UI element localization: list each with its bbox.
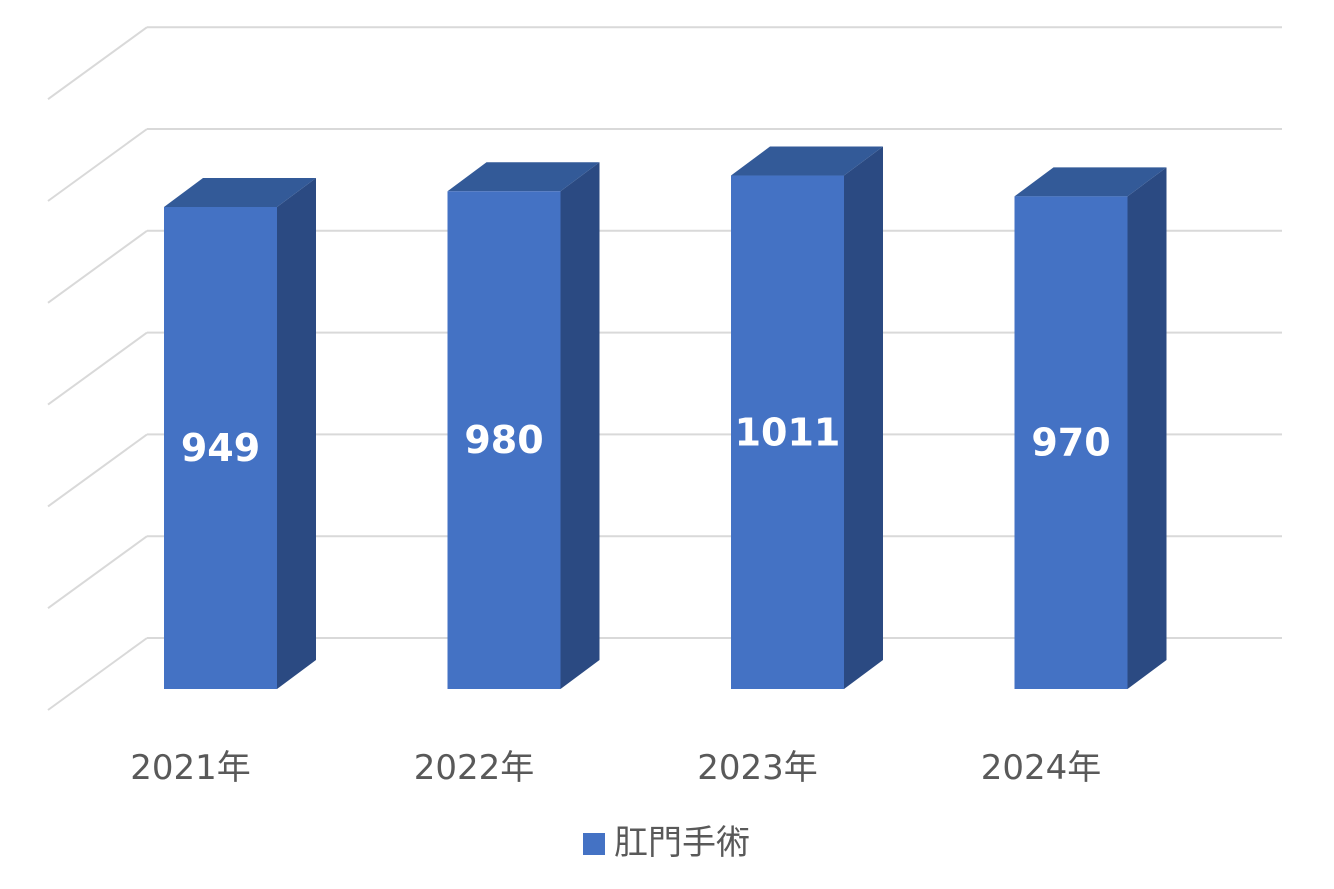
bar-front (447, 191, 561, 689)
x-tick-label: 2024年 (981, 748, 1102, 788)
gridline-side (47, 331, 148, 406)
gridline-side (47, 229, 148, 304)
data-label: 1011 (735, 410, 841, 454)
label-layer: 949 2021年 980 2022年 1011 2023年 970 2024年 (130, 410, 1110, 788)
bar (1014, 167, 1167, 689)
bar-side (1127, 167, 1167, 689)
gridline-side (47, 433, 148, 508)
gridline-side (47, 535, 148, 610)
bar-top (1014, 167, 1167, 197)
legend-swatch (583, 833, 605, 855)
gridline-side (47, 637, 148, 711)
gridline-side (47, 128, 148, 202)
bar (447, 162, 600, 689)
bar-top (731, 146, 883, 176)
x-tick-label: 2021年 (130, 748, 251, 788)
data-label: 949 (181, 426, 260, 470)
data-label: 980 (464, 418, 543, 462)
bar-side (277, 178, 316, 689)
bar (164, 178, 316, 689)
bar-front (731, 175, 844, 689)
gridline-side (47, 26, 148, 101)
grid-layer (47, 26, 1282, 711)
bar-front (164, 207, 277, 689)
bar-layer (164, 146, 1167, 689)
bar-side (844, 146, 883, 689)
bar (731, 146, 883, 689)
x-tick-label: 2022年 (414, 748, 535, 788)
bar-top (447, 162, 600, 192)
data-label: 970 (1031, 421, 1110, 465)
x-tick-label: 2023年 (697, 748, 818, 788)
bar-top (164, 178, 316, 208)
legend: 肛門手術 (583, 823, 750, 863)
legend-label: 肛門手術 (614, 823, 750, 863)
bar-side (560, 162, 600, 689)
bar-front (1014, 196, 1128, 689)
